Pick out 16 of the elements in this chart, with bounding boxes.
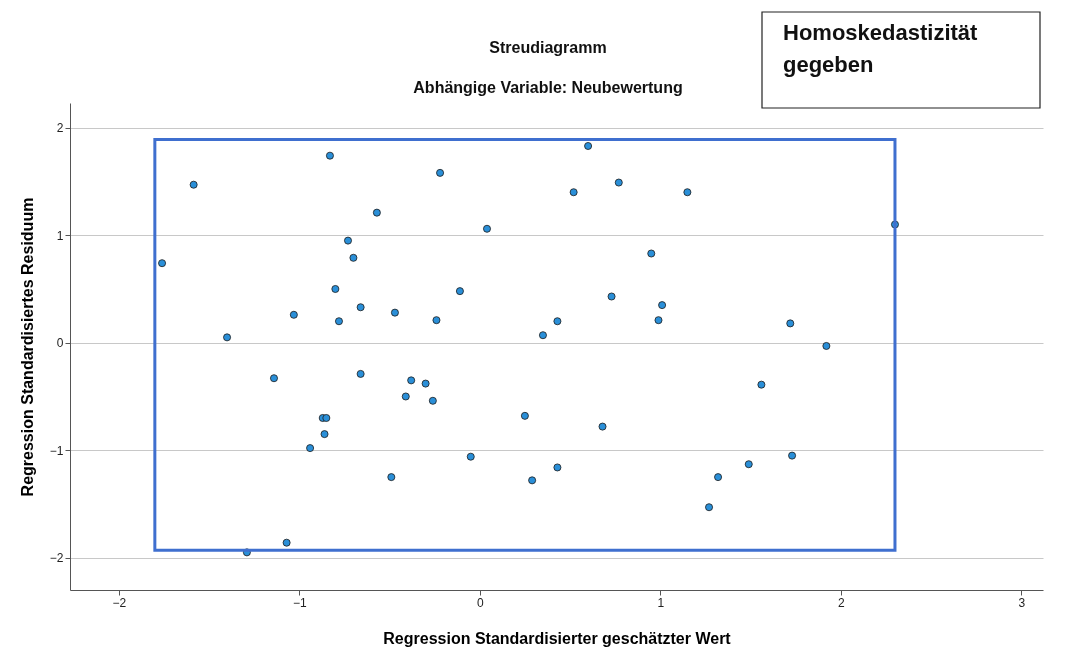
chart-title: Streudiagramm xyxy=(489,39,607,56)
y-tick-label: −2 xyxy=(49,551,64,566)
y-tick-label: 0 xyxy=(56,336,64,351)
x-axis-title: Regression Standardisierter geschätzter Wert xyxy=(383,629,732,647)
y-tick-label: −1 xyxy=(49,443,64,458)
x-tick-label: −1 xyxy=(292,595,307,610)
y-tick-label: 1 xyxy=(56,228,64,243)
x-tick-label: 3 xyxy=(1018,595,1026,610)
x-tick-label: 1 xyxy=(657,595,665,610)
x-tick-label: −2 xyxy=(112,595,127,610)
y-axis-title: Regression Standardisiertes Residuum xyxy=(18,197,36,497)
x-tick-label: 2 xyxy=(837,595,845,610)
y-tick-label: 2 xyxy=(56,121,64,136)
text: Homoskedastizität gegeben xyxy=(783,20,979,77)
chart-subtitle: Abhängige Variable: Neubewertung xyxy=(413,79,683,96)
x-tick-label: 0 xyxy=(476,595,484,610)
